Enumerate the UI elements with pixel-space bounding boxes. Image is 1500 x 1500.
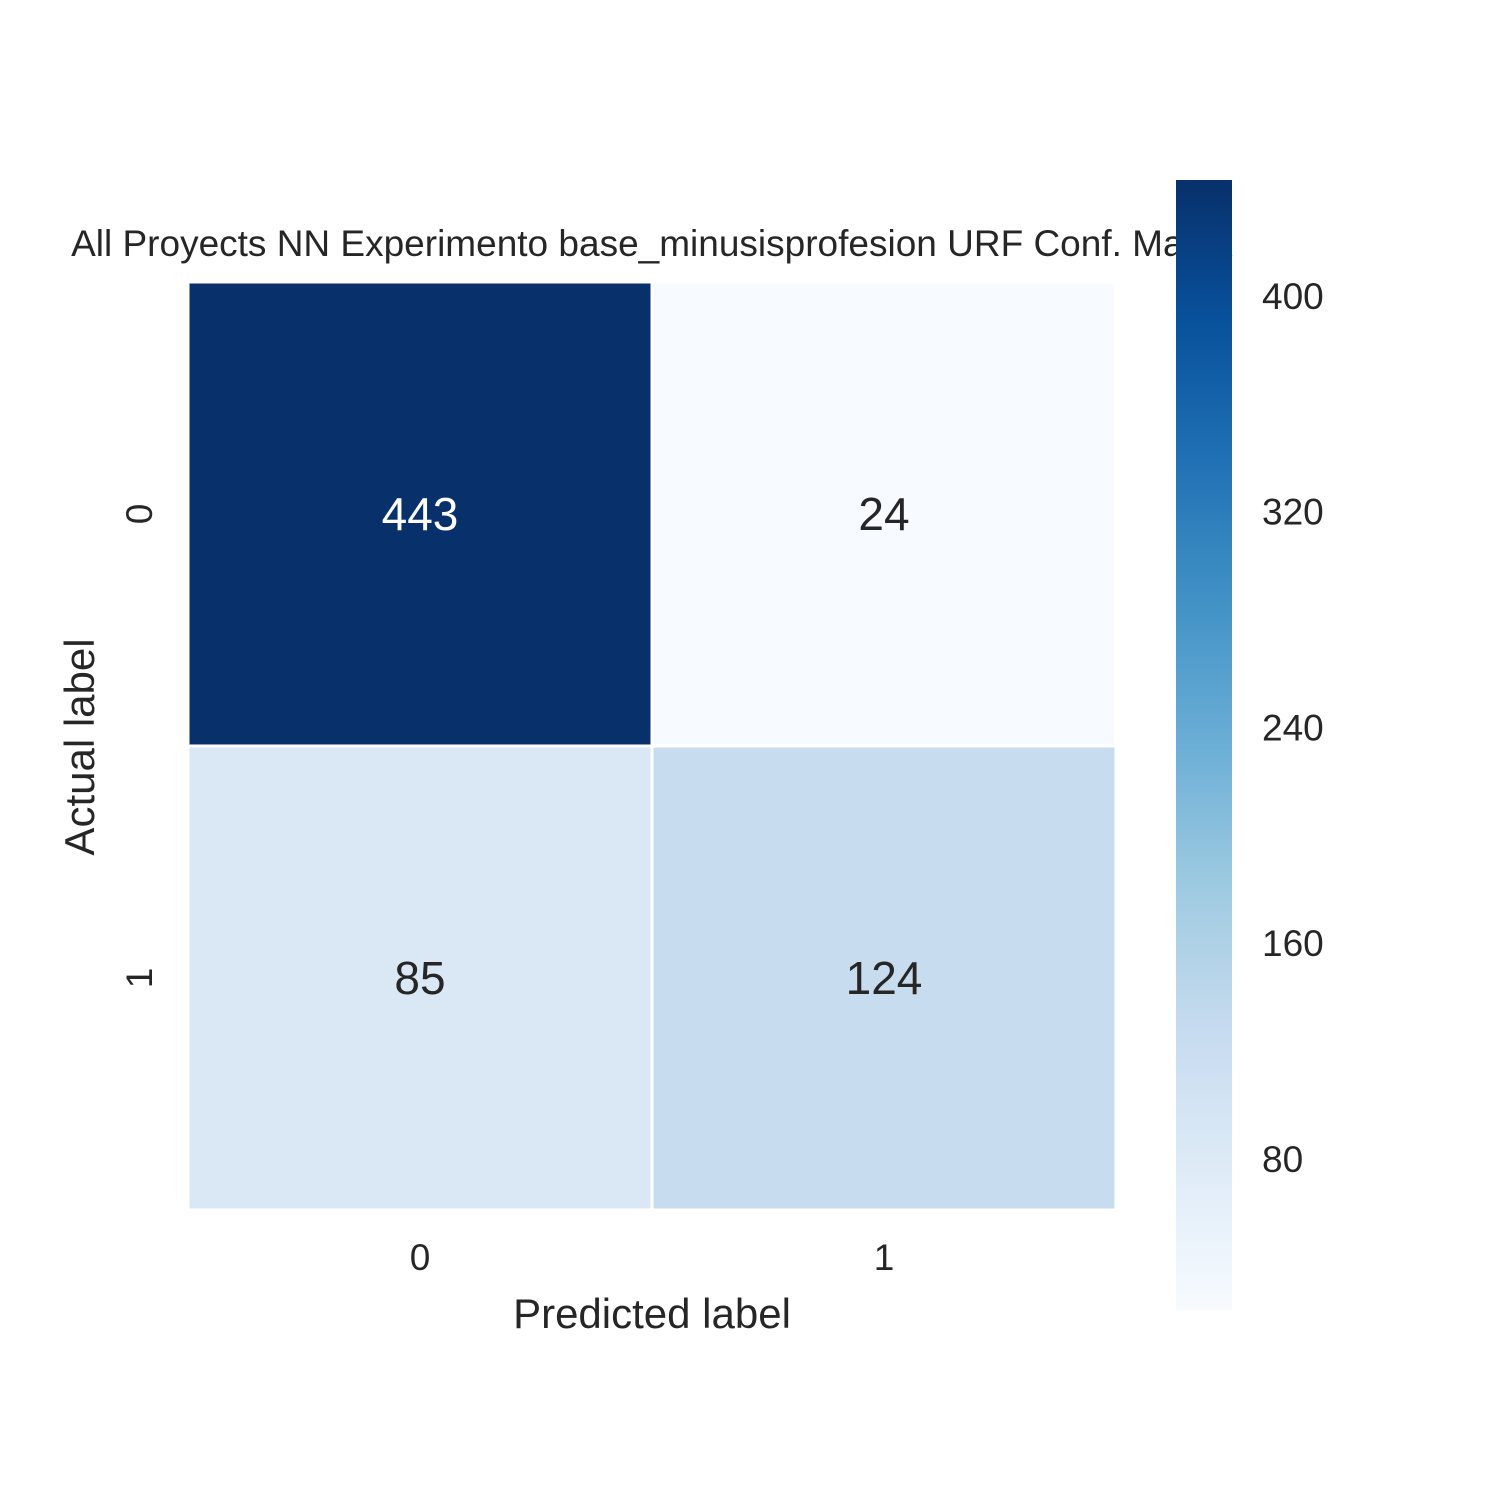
x-axis-label: Predicted label	[513, 1290, 791, 1337]
colorbar	[1176, 180, 1232, 1310]
heatmap-cells	[186, 280, 1118, 1212]
colorbar-tick-labels: 80 160 240 320 400	[1262, 276, 1324, 1180]
cell-value-labels: 443 24 85 124	[382, 488, 923, 1004]
y-tick-label-0: 0	[119, 504, 160, 525]
cell-value-0-1: 24	[858, 488, 909, 540]
heatmap-cell-0-0	[186, 280, 654, 748]
x-tick-label-0: 0	[410, 1237, 431, 1278]
cell-value-0-0: 443	[382, 488, 459, 540]
heatmap-cell-1-1	[650, 744, 1118, 1212]
y-axis-label: Actual label	[56, 638, 103, 855]
colorbar-tick-80: 80	[1262, 1139, 1303, 1180]
y-tick-label-1: 1	[119, 968, 160, 989]
colorbar-tick-400: 400	[1262, 276, 1324, 317]
colorbar-tick-240: 240	[1262, 707, 1324, 748]
cell-value-1-0: 85	[394, 952, 445, 1004]
cell-value-1-1: 124	[846, 952, 923, 1004]
heatmap-cell-0-1	[650, 280, 1118, 748]
x-tick-label-1: 1	[874, 1237, 895, 1278]
heatmap-cell-1-0	[186, 744, 654, 1212]
colorbar-tick-320: 320	[1262, 492, 1324, 533]
colorbar-tick-160: 160	[1262, 923, 1324, 964]
y-tick-labels: 01	[119, 504, 160, 989]
chart-title: All Proyects NN Experimento base_minusis…	[71, 223, 1233, 264]
